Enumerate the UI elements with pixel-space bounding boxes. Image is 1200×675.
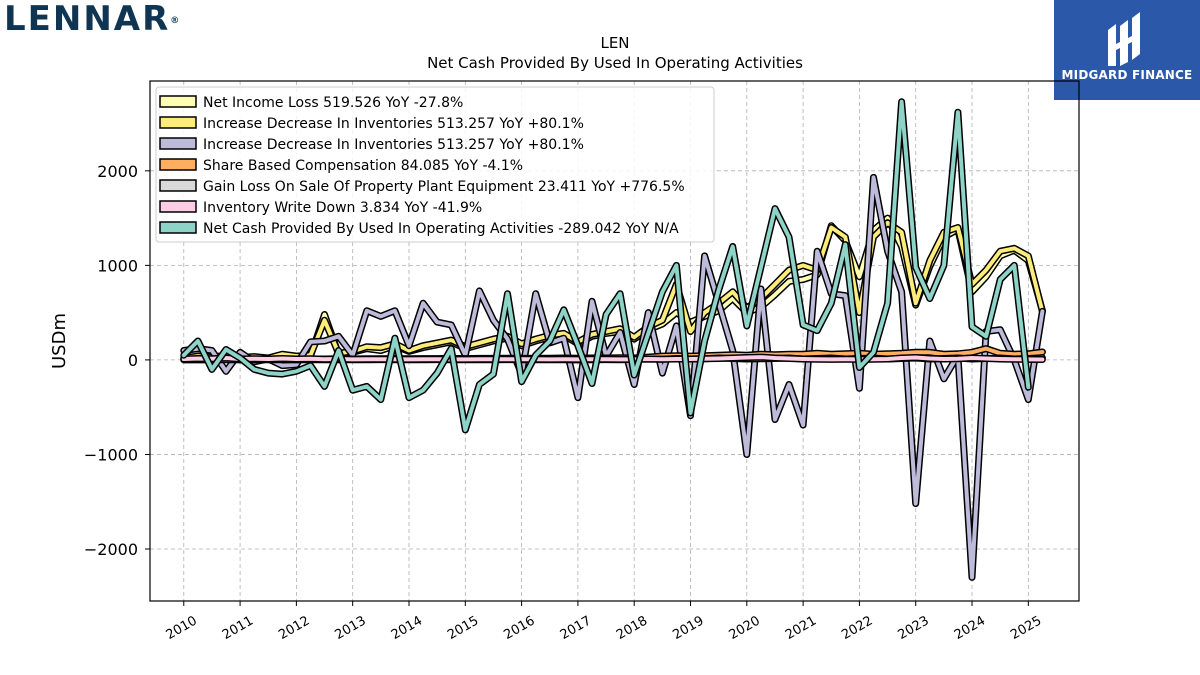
chart-title: LEN [600, 34, 629, 52]
x-tick-label: 2021 [783, 613, 819, 643]
legend-box [155, 86, 715, 243]
midgard-logo-icon [1108, 12, 1140, 66]
y-tick-label: 2000 [97, 162, 138, 181]
y-tick-label: −1000 [84, 445, 138, 464]
x-tick-label: 2014 [389, 613, 425, 643]
x-tick-label: 2022 [839, 613, 875, 643]
legend-label: Net Cash Provided By Used In Operating A… [203, 221, 679, 237]
series-layer [180, 98, 1046, 581]
x-tick-label: 2018 [614, 613, 650, 643]
series-line-5 [181, 355, 1045, 362]
x-tick-label: 2024 [952, 613, 988, 643]
legend-label: Increase Decrease In Inventories 513.257… [203, 137, 584, 153]
x-tick-label: 2025 [1008, 613, 1044, 643]
x-tick-label: 2023 [896, 613, 932, 643]
x-tick-label: 2015 [445, 613, 481, 643]
legend-swatch [159, 221, 197, 234]
legend-label: Gain Loss On Sale Of Property Plant Equi… [203, 179, 685, 195]
legend-label: Share Based Compensation 84.085 YoY -4.1… [203, 158, 523, 174]
legend: Net Income Loss 519.526 YoY -27.8% Increa… [155, 86, 715, 243]
legend-label: Inventory Write Down 3.834 YoY -41.9% [203, 200, 482, 216]
lennar-logo: LENNAR® [4, 0, 180, 39]
legend-swatch [159, 179, 197, 192]
badge-text: MIDGARD FINANCE [1061, 68, 1193, 82]
series-line-1 [181, 220, 1045, 360]
legend-swatch [159, 116, 197, 129]
x-tick-label: 2017 [558, 613, 594, 643]
legend-swatch [159, 158, 197, 171]
x-tick-label: 2010 [164, 613, 200, 643]
y-tick-label: 1000 [97, 256, 138, 275]
x-tick-label: 2019 [670, 613, 706, 643]
legend-label: Increase Decrease In Inventories 513.257… [203, 116, 584, 132]
series-line-6 [181, 99, 1031, 432]
legend-swatch [159, 137, 197, 150]
legend-swatch [159, 200, 197, 213]
chart-subtitle: Net Cash Provided By Used In Operating A… [427, 54, 803, 72]
legend-swatch [159, 95, 197, 108]
legend-label: Net Income Loss 519.526 YoY -27.8% [203, 95, 463, 111]
x-tick-label: 2013 [333, 613, 369, 643]
x-tick-label: 2016 [501, 613, 537, 643]
series-line-2 [181, 175, 1045, 580]
x-tick-label: 2012 [276, 613, 312, 643]
x-tick-label: 2020 [727, 613, 763, 643]
x-tick-label: 2011 [220, 613, 256, 643]
y-tick-label: −2000 [84, 540, 138, 559]
y-axis-label: USDm [49, 313, 70, 369]
midgard-finance-badge: MIDGARD FINANCE [1054, 0, 1200, 100]
plot-frame [149, 80, 1080, 602]
y-tick-label: 0 [128, 351, 138, 370]
